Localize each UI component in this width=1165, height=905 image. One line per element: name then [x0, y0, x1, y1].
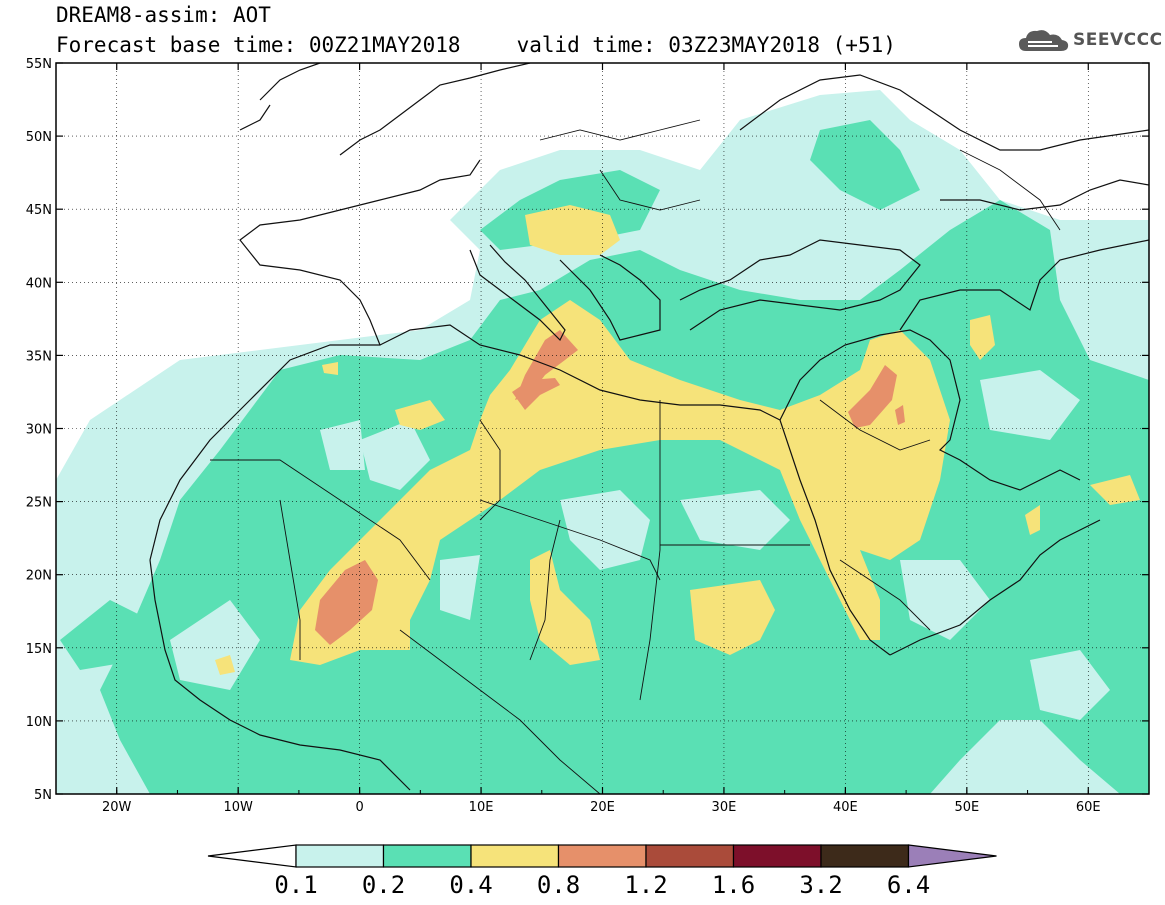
lon-tick-label: 50E	[954, 800, 979, 815]
lat-tick-label: 40N	[26, 276, 52, 291]
aot-level-0.4	[215, 205, 1140, 675]
colorbar-label: 1.2	[624, 871, 667, 899]
lat-tick-label: 30N	[26, 423, 52, 438]
lon-tick-label: 10W	[223, 800, 253, 815]
map-title: DREAM8-assim: AOT	[56, 3, 271, 27]
colorbar-under-triangle	[207, 844, 297, 868]
lon-tick-label: 20E	[590, 800, 615, 815]
lat-tick-label: 10N	[26, 715, 52, 730]
aot-level-0.8	[315, 330, 905, 645]
lat-tick-label: 55N	[26, 57, 52, 72]
valid-time: valid time: 03Z23MAY2018 (+51)	[516, 33, 896, 57]
latitude-axis: 55N 50N 45N 40N 35N 30N 25N 20N 15N 10N 5N	[26, 57, 1149, 803]
lon-tick-label: 10E	[469, 800, 494, 815]
cloud-icon	[1019, 30, 1069, 51]
colorbar-label: 0.4	[449, 871, 492, 899]
lat-tick-label: 25N	[26, 496, 52, 511]
colorbar-segment	[382, 844, 472, 868]
forecast-times: Forecast base time: 00Z21MAY2018 valid ti…	[56, 34, 896, 56]
colorbar-label: 0.1	[274, 871, 317, 899]
lat-tick-label: 15N	[26, 642, 52, 657]
logo-text: SEEVCCC	[1073, 30, 1163, 50]
coastlines	[149, 63, 1149, 791]
colorbar-segment	[645, 844, 735, 868]
colorbar-label: 3.2	[799, 871, 842, 899]
lat-tick-label: 45N	[26, 203, 52, 218]
colorbar-segment	[295, 844, 385, 868]
seevccc-logo: SEEVCCC	[1018, 26, 1163, 54]
colorbar-label: 1.6	[712, 871, 755, 899]
colorbar-segment	[820, 844, 910, 868]
colorbar: 0.1 0.2 0.4 0.8 1.2 1.6 3.2 6.4	[207, 844, 997, 899]
colorbar-segment	[732, 844, 822, 868]
lon-tick-label: 30E	[712, 800, 737, 815]
lat-tick-label: 50N	[26, 130, 52, 145]
lon-tick-label: 0	[355, 800, 363, 815]
colorbar-label: 0.2	[362, 871, 405, 899]
colorbar-label: 6.4	[887, 871, 930, 899]
colorbar-segment	[470, 844, 560, 868]
colorbar-label: 0.8	[537, 871, 580, 899]
aot-low-patches	[170, 370, 1110, 720]
lon-tick-label: 40E	[833, 800, 858, 815]
lat-tick-label: 35N	[26, 349, 52, 364]
borders	[210, 119, 1061, 794]
longitude-axis: 20W 10W 0 10E 20E 30E 40E 50E 60E	[55, 63, 1150, 815]
colorbar-segment	[557, 844, 647, 868]
base-time: Forecast base time: 00Z21MAY2018	[56, 33, 461, 57]
colorbar-over-triangle	[907, 844, 997, 868]
lon-tick-label: 20W	[102, 800, 132, 815]
lat-tick-label: 20N	[26, 569, 52, 584]
lon-tick-label: 60E	[1076, 800, 1101, 815]
lat-tick-label: 5N	[34, 788, 52, 803]
aot-field	[56, 63, 1149, 794]
